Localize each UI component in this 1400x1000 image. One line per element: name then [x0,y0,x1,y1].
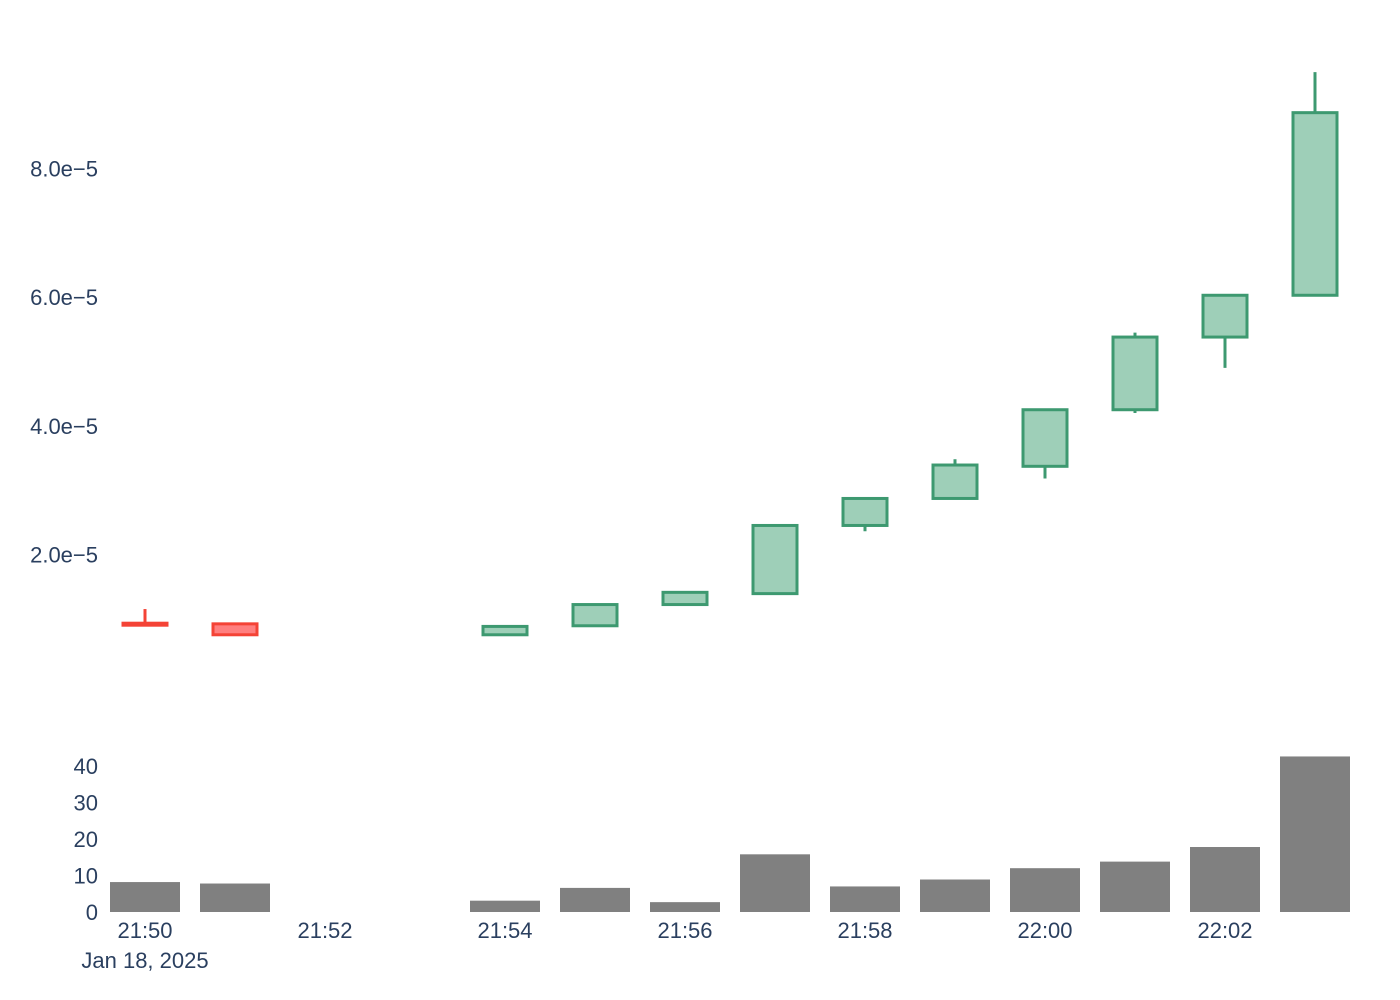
time-tick-label: 22:02 [1197,918,1252,943]
candle-body [1201,293,1249,339]
candle-body [931,463,979,500]
candle-body [211,622,259,637]
time-tick-label: 21:58 [837,918,892,943]
candle [661,590,709,607]
candle [1111,332,1159,413]
candle [481,624,529,637]
candle [211,622,259,637]
volume-tick-label: 10 [74,863,98,888]
price-tick-label: 6.0e−5 [30,285,98,310]
candle [1201,293,1249,368]
volume-bars [110,756,1350,912]
candle [751,523,799,596]
candle-body [1021,408,1069,468]
time-tick-label: 21:50 [117,918,172,943]
candle-body [571,603,619,628]
volume-bar [110,882,180,912]
candle-body [1291,111,1339,297]
volume-tick-label: 40 [74,754,98,779]
candle-body [1111,335,1159,412]
volume-axis: 0 10 20 30 40 [74,754,98,925]
volume-bar [740,854,810,912]
date-label: Jan 18, 2025 [81,948,208,973]
candle-body [841,496,889,527]
volume-tick-label: 0 [86,900,98,925]
time-tick-label: 21:52 [297,918,352,943]
price-tick-label: 8.0e−5 [30,157,98,182]
volume-tick-label: 30 [74,790,98,815]
candle-body [661,590,709,607]
candle-body [481,624,529,637]
price-tick-label: 2.0e−5 [30,542,98,567]
candle [571,603,619,628]
volume-tick-label: 20 [74,827,98,852]
volume-bar [830,886,900,912]
candle [841,496,889,532]
price-pane: 2.0e−5 4.0e−5 6.0e−5 8.0e−5 [30,72,1339,637]
volume-bar [470,900,540,912]
volume-bar [1100,861,1170,912]
candle [931,459,979,500]
time-axis: 21:50 21:52 21:54 21:56 21:58 22:00 22:02 [117,918,1252,943]
price-tick-label: 4.0e−5 [30,414,98,439]
candle-body [121,621,169,627]
candle [1291,72,1339,297]
volume-bar [200,883,270,912]
volume-pane: 0 10 20 30 40 [74,754,1350,925]
time-tick-label: 22:00 [1017,918,1072,943]
candle [121,609,169,627]
candles [121,72,1339,637]
volume-bar [1280,756,1350,912]
candle-body [751,523,799,596]
volume-bar [920,879,990,912]
time-tick-label: 21:56 [657,918,712,943]
volume-bar [650,902,720,912]
candle [1021,408,1069,479]
price-axis: 2.0e−5 4.0e−5 6.0e−5 8.0e−5 [30,157,98,568]
volume-bar [560,887,630,912]
volume-bar [1190,847,1260,912]
volume-bar [1010,868,1080,912]
time-tick-label: 21:54 [477,918,532,943]
